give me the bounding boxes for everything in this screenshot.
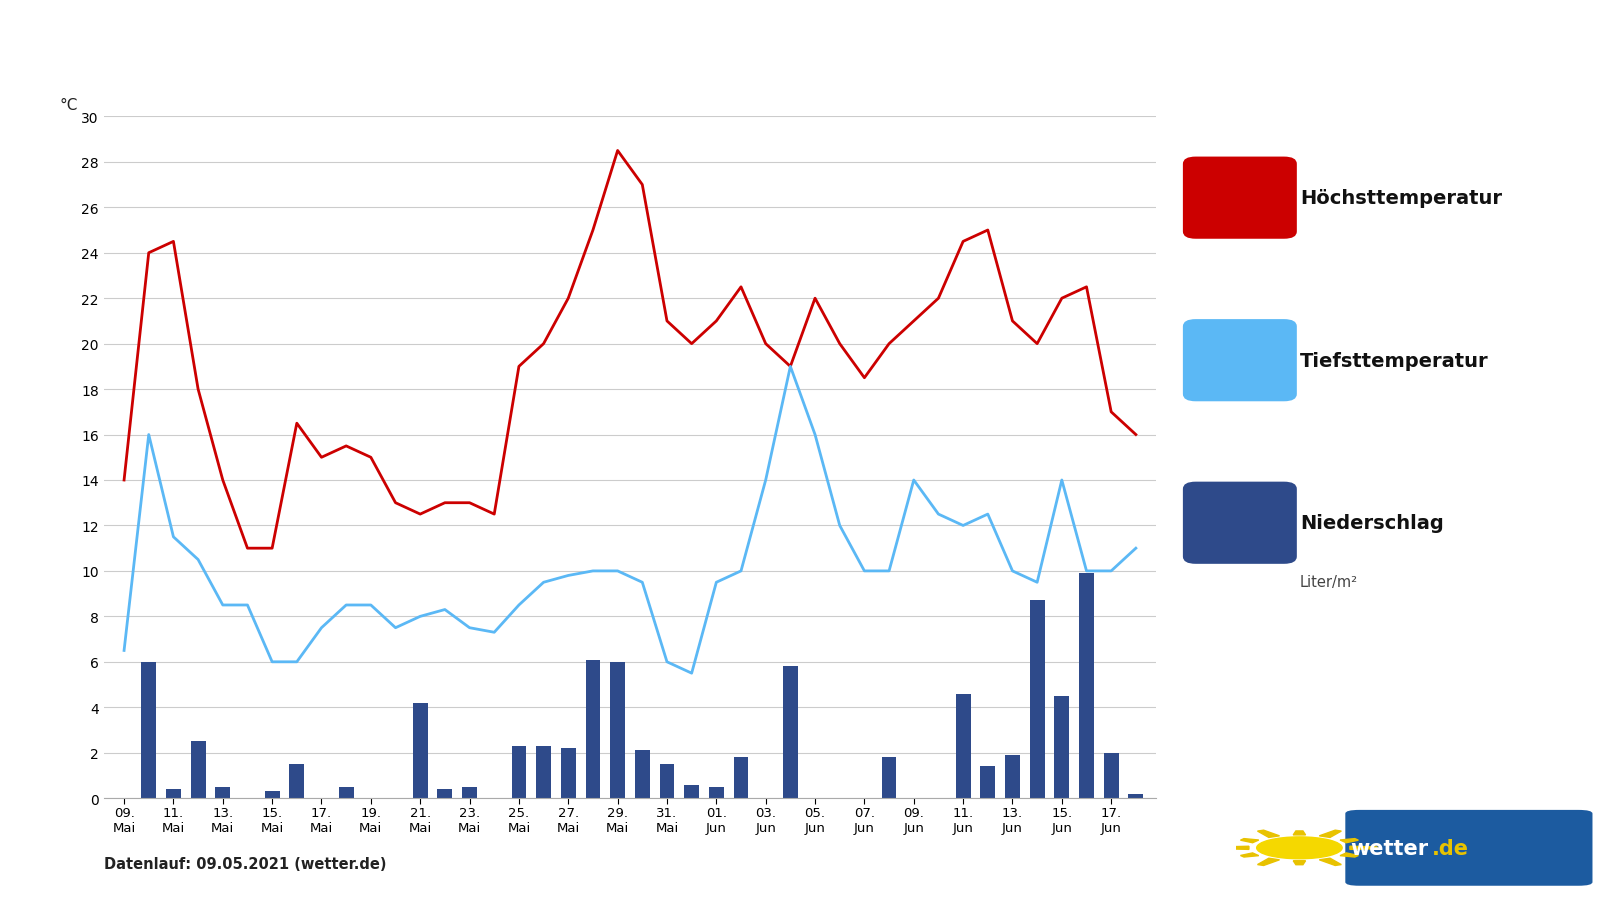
Bar [955, 694, 971, 798]
Bar [215, 787, 230, 798]
Bar [1005, 755, 1019, 798]
Text: Liter/m²: Liter/m² [1300, 575, 1358, 589]
Bar [412, 703, 427, 798]
Text: .de: .de [1432, 838, 1469, 858]
Polygon shape [1340, 839, 1358, 842]
Bar [660, 764, 674, 798]
Bar [636, 750, 650, 798]
Bar [560, 749, 576, 798]
Polygon shape [1241, 839, 1258, 842]
Text: Hamburg - 42 Tage Wettertrend: Hamburg - 42 Tage Wettertrend [24, 36, 599, 68]
Bar [586, 659, 600, 798]
Polygon shape [1221, 846, 1249, 850]
Bar [1030, 601, 1045, 798]
Bar [783, 667, 798, 798]
Polygon shape [1294, 861, 1305, 865]
Bar [610, 662, 624, 798]
Text: wetter: wetter [1350, 838, 1428, 858]
Polygon shape [1257, 859, 1279, 866]
Text: Niederschlag: Niederschlag [1300, 513, 1445, 533]
Polygon shape [1257, 830, 1279, 837]
Text: °C: °C [59, 97, 77, 113]
Polygon shape [1319, 859, 1342, 866]
Bar [1128, 794, 1143, 798]
Bar [141, 662, 156, 798]
Text: Höchsttemperatur: Höchsttemperatur [1300, 189, 1502, 208]
Polygon shape [1340, 853, 1358, 857]
Bar [165, 789, 181, 798]
Bar [512, 746, 526, 798]
Bar [289, 764, 305, 798]
Bar [733, 758, 748, 798]
Bar [1079, 574, 1095, 798]
Bar [1054, 696, 1069, 798]
Text: Datenlauf: 09.05.2021 (wetter.de): Datenlauf: 09.05.2021 (wetter.de) [104, 856, 387, 870]
Polygon shape [1350, 846, 1377, 850]
Polygon shape [1241, 853, 1258, 857]
Bar [265, 791, 279, 798]
Bar [438, 789, 453, 798]
Circle shape [1260, 838, 1339, 858]
Bar [191, 741, 205, 798]
Bar [709, 787, 724, 798]
FancyBboxPatch shape [1345, 810, 1592, 886]
Bar [881, 758, 897, 798]
Polygon shape [1319, 830, 1342, 837]
Bar [981, 767, 995, 798]
Bar [536, 746, 551, 798]
Text: Tiefsttemperatur: Tiefsttemperatur [1300, 351, 1489, 371]
Polygon shape [1294, 831, 1305, 835]
Circle shape [1257, 837, 1342, 859]
Bar [1104, 753, 1119, 798]
Bar [339, 787, 353, 798]
Bar [462, 787, 477, 798]
Bar [684, 785, 700, 798]
